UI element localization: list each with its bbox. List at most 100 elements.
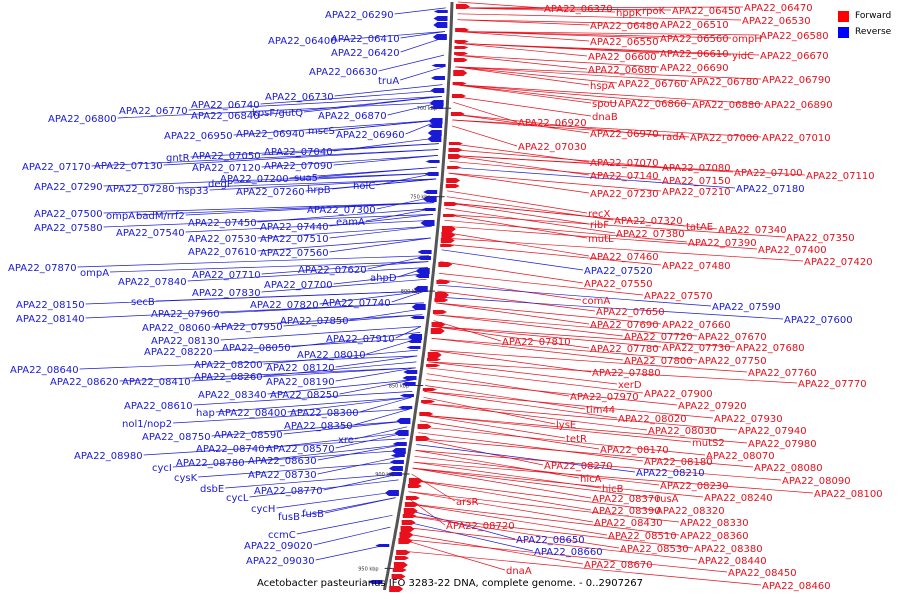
legend-forward-swatch: [838, 10, 849, 22]
reverse-gene-label: APA22_08010: [297, 350, 366, 361]
reverse-gene-label: APA22_07120: [192, 163, 261, 174]
label-connector: [77, 255, 430, 268]
forward-gene-label: APA22_08380: [694, 544, 763, 555]
forward-gene-label: arsR: [456, 497, 478, 508]
label-connector: [333, 137, 440, 152]
forward-gene-label: APA22_06790: [762, 75, 831, 86]
reverse-gene-label: APA22_08200: [194, 360, 263, 371]
label-connector: [442, 237, 804, 262]
axis-tick-label: 800 kbp: [401, 289, 421, 295]
reverse-gene-label: APA22_08050: [222, 343, 291, 354]
forward-gene: [404, 502, 419, 507]
forward-gene: [402, 514, 417, 518]
reverse-gene-label: cycL: [226, 493, 249, 504]
label-connector: [456, 42, 760, 56]
forward-gene-label: APA22_07070: [590, 158, 659, 169]
label-connector: [443, 225, 758, 250]
label-connector: [403, 520, 534, 552]
forward-gene: [450, 112, 465, 116]
forward-gene-label: APA22_08460: [762, 581, 831, 592]
label-connector: [220, 302, 424, 314]
label-connector: [415, 450, 782, 481]
forward-gene: [438, 262, 453, 267]
forward-gene-label: APA22_07570: [644, 291, 713, 302]
forward-gene: [421, 400, 436, 403]
label-connector: [359, 396, 412, 413]
label-connector: [173, 408, 410, 424]
reverse-gene-label: APA22_06940: [236, 129, 305, 140]
forward-gene-label: APA22_07940: [738, 426, 807, 437]
reverse-gene: [392, 442, 407, 446]
reverse-gene-label: APA22_07910: [326, 334, 395, 345]
label-connector: [397, 550, 762, 586]
forward-gene: [448, 154, 463, 159]
reverse-gene: [387, 472, 402, 476]
forward-gene: [401, 520, 416, 525]
label-connector: [429, 349, 592, 373]
forward-gene-label: APA22_07390: [688, 238, 757, 249]
reverse-gene-label: APA22_08260: [194, 372, 263, 383]
label-connector: [333, 155, 438, 166]
label-connector: [456, 31, 732, 39]
forward-gene-label: APA22_08510: [608, 531, 677, 542]
forward-gene-label: APA22_06480: [590, 21, 659, 32]
reverse-gene-label: APA22_08350: [284, 421, 353, 432]
reverse-gene-label: APA22_08400: [218, 408, 287, 419]
forward-gene: [448, 142, 463, 145]
label-connector: [448, 172, 590, 194]
label-connector: [400, 538, 506, 571]
reverse-gene-label: APA22_08300: [290, 408, 359, 419]
forward-gene: [396, 550, 411, 555]
forward-gene: [426, 364, 441, 367]
forward-gene-label: APA22_06450: [672, 6, 741, 17]
forward-gene-label: APA22_07900: [644, 389, 713, 400]
reverse-gene-label: APA22_08740: [196, 444, 265, 455]
reverse-gene-label: APA22_08130: [151, 336, 220, 347]
label-connector: [412, 467, 592, 499]
reverse-gene: [407, 340, 422, 343]
forward-gene-label: APA22_07650: [596, 307, 665, 318]
label-connector: [429, 349, 748, 373]
forward-gene-label: APA22_07750: [698, 356, 767, 367]
map-caption: Acetobacter pasteurianus IFO 3283-22 DNA…: [256, 578, 644, 589]
forward-gene: [443, 214, 458, 217]
forward-gene-label: APA22_07780: [590, 344, 659, 355]
reverse-gene: [388, 466, 403, 471]
reverse-gene: [411, 304, 426, 310]
reverse-gene-label: APA22_07620: [298, 265, 367, 276]
forward-gene-label: APA22_07030: [518, 142, 587, 153]
legend-forward: Forward: [838, 8, 891, 24]
reverse-gene-label: APA22_07440: [260, 222, 329, 233]
forward-gene: [440, 244, 455, 247]
label-connector: [319, 166, 438, 178]
label-connector: [431, 337, 624, 361]
label-connector: [427, 367, 644, 394]
label-connector: [418, 432, 644, 462]
reverse-gene-label: APA22_07870: [8, 263, 77, 274]
forward-gene-label: lysE: [556, 420, 576, 431]
forward-gene-label: APA22_07880: [592, 368, 661, 379]
forward-gene-label: APA22_07930: [714, 414, 783, 425]
label-connector: [451, 125, 518, 147]
forward-gene-label: APA22_07660: [662, 320, 731, 331]
forward-gene: [436, 280, 451, 284]
reverse-gene-label: APA22_08250: [270, 390, 339, 401]
forward-gene-label: APA22_07690: [590, 320, 659, 331]
label-connector: [449, 160, 662, 181]
forward-gene-label: APA22_07720: [624, 332, 693, 343]
label-connector: [319, 290, 426, 305]
forward-gene: [431, 322, 446, 327]
forward-gene-label: dnaB: [592, 112, 618, 123]
label-connector: [191, 367, 416, 382]
label-connector: [225, 473, 400, 489]
reverse-gene-label: gntR: [166, 153, 190, 164]
forward-gene-label: APA22_07680: [736, 343, 805, 354]
forward-gene-label: APA22_08390: [592, 506, 661, 517]
label-connector: [437, 284, 712, 307]
reverse-gene-label: APA22_08660: [534, 547, 603, 558]
forward-gene-label: APA22_06600: [588, 52, 657, 63]
forward-gene: [452, 82, 467, 85]
axis-tick-label: 850 kbp: [389, 384, 409, 390]
label-connector: [455, 66, 590, 86]
